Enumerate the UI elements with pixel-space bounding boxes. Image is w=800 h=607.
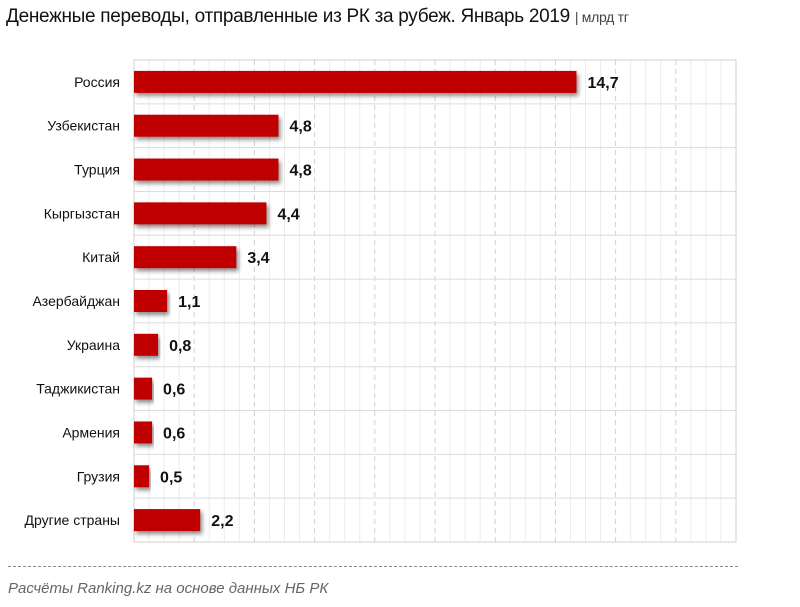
- bar: [134, 202, 267, 225]
- category-label: Другие страны: [25, 512, 121, 528]
- data-label: 1,1: [178, 294, 200, 311]
- title-text: Денежные переводы, отправленные из РК за…: [6, 6, 570, 27]
- bar: [134, 377, 153, 400]
- data-label: 2,2: [211, 513, 233, 530]
- data-label: 0,8: [169, 338, 191, 355]
- data-label: 14,7: [587, 75, 618, 92]
- category-label: Украина: [67, 337, 121, 353]
- bar: [134, 421, 153, 444]
- data-label: 3,4: [247, 250, 269, 267]
- bar: [134, 333, 159, 356]
- category-label: Китай: [82, 249, 120, 265]
- category-label: Узбекистан: [47, 118, 120, 134]
- category-label: Армения: [62, 424, 120, 440]
- data-label: 4,8: [289, 163, 311, 180]
- chart-title: Денежные переводы, отправленные из РК за…: [6, 6, 629, 28]
- bar: [134, 509, 201, 532]
- bar-chart: Россия 14,7 Узбекистан 4,8 Турция 4,8 Кыргызст…: [25, 59, 737, 543]
- unit-label: | млрд тг: [574, 9, 629, 25]
- category-label: Таджикистан: [36, 381, 120, 397]
- data-label: 4,8: [289, 119, 311, 136]
- category-label: Кыргызстан: [44, 205, 120, 221]
- source-note: Расчёты Ranking.kz на основе данных НБ Р…: [8, 580, 329, 597]
- data-label: 0,5: [160, 469, 182, 486]
- category-label: Турция: [74, 162, 120, 178]
- data-label: 4,4: [277, 206, 299, 223]
- category-label: Россия: [74, 74, 120, 90]
- divider: [8, 566, 738, 567]
- category-label: Грузия: [77, 468, 120, 484]
- bar: [134, 114, 279, 137]
- data-label: 0,6: [163, 382, 185, 399]
- bar: [134, 465, 150, 488]
- category-label: Азербайджан: [32, 293, 120, 309]
- bar: [134, 158, 279, 181]
- data-label: 0,6: [163, 425, 185, 442]
- bar: [134, 70, 577, 93]
- bar: [134, 290, 168, 312]
- bar: [134, 246, 237, 269]
